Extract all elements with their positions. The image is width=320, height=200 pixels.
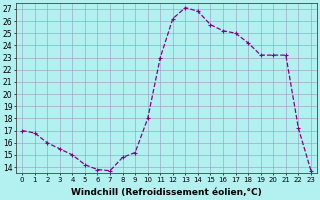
- X-axis label: Windchill (Refroidissement éolien,°C): Windchill (Refroidissement éolien,°C): [71, 188, 262, 197]
